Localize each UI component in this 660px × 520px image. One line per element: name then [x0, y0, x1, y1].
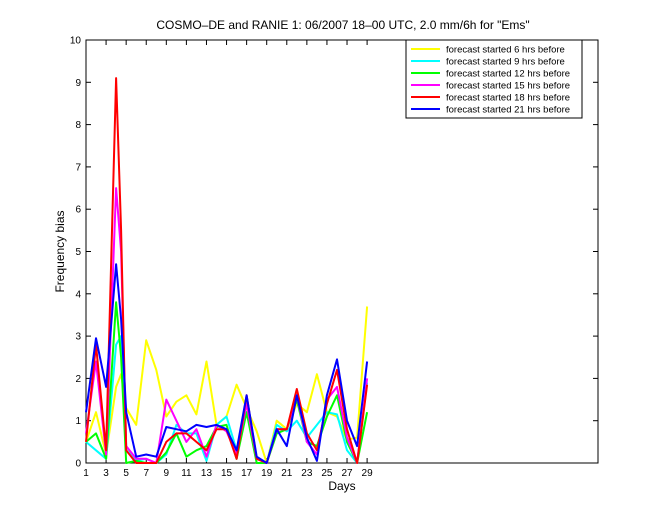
y-tick-label: 7	[75, 162, 81, 173]
x-tick-label: 19	[261, 468, 273, 479]
legend-entry: forecast started 18 hrs before	[446, 93, 570, 104]
x-tick-label: 17	[241, 468, 253, 479]
x-tick-label: 11	[181, 468, 192, 479]
x-tick-label: 21	[281, 468, 293, 479]
y-tick-label: 0	[75, 459, 81, 470]
x-tick-label: 15	[221, 468, 233, 479]
series-line-5	[85, 77, 369, 464]
legend-entry: forecast started 12 hrs before	[446, 69, 570, 80]
x-axis-label: Days	[328, 479, 355, 493]
y-tick-label: 1	[75, 416, 81, 427]
y-tick-label: 8	[75, 120, 81, 131]
y-axis-label: Frequency bias	[53, 210, 67, 292]
x-tick-label: 29	[362, 468, 374, 479]
series-line-6	[85, 263, 369, 464]
chart-title: COSMO–DE and RANIE 1: 06/2007 18–00 UTC,…	[156, 18, 529, 32]
x-tick-label: 7	[143, 468, 149, 479]
legend-entry: forecast started 9 hrs before	[446, 57, 565, 68]
x-tick-label: 9	[164, 468, 170, 479]
legend-entry: forecast started 15 hrs before	[446, 81, 570, 92]
y-tick-label: 6	[75, 205, 81, 216]
y-tick-label: 5	[75, 247, 81, 258]
x-tick-label: 25	[321, 468, 333, 479]
x-tick-label: 3	[103, 468, 109, 479]
legend-entry: forecast started 6 hrs before	[446, 45, 565, 56]
y-tick-label: 3	[75, 332, 81, 343]
x-tick-label: 23	[301, 468, 313, 479]
x-tick-label: 5	[123, 468, 129, 479]
x-tick-label: 1	[83, 468, 89, 479]
y-tick-label: 4	[75, 289, 81, 300]
x-tick-label: 13	[201, 468, 213, 479]
legend-box	[405, 39, 583, 119]
y-tick-label: 10	[70, 36, 82, 47]
legend-entry: forecast started 21 hrs before	[446, 105, 570, 116]
series-lines	[85, 77, 369, 464]
y-tick-label: 9	[75, 78, 81, 89]
y-tick-label: 2	[75, 374, 81, 385]
x-tick-label: 27	[341, 468, 353, 479]
